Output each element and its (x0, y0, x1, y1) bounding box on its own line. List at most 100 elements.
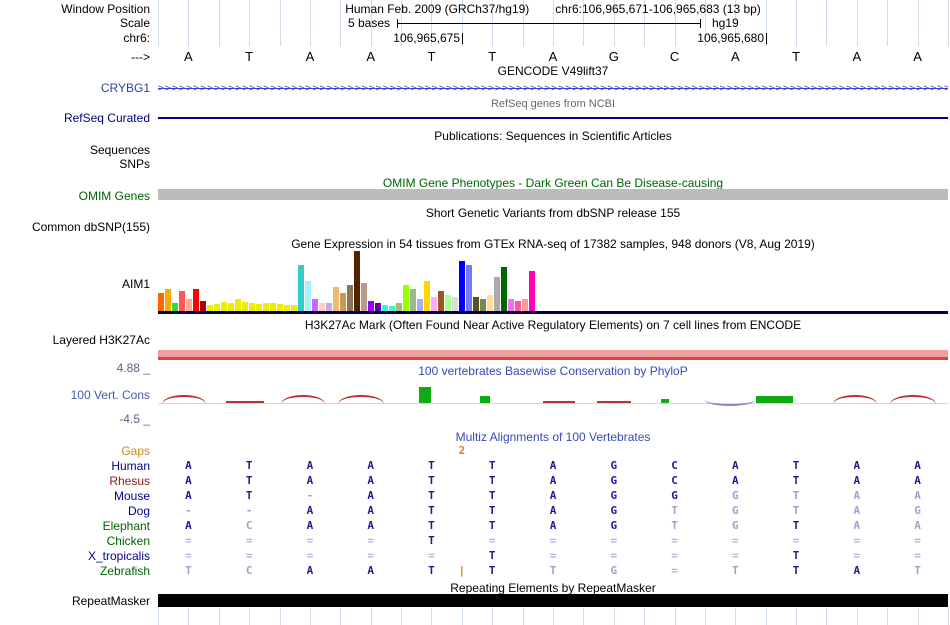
species-label-chicken[interactable]: Chicken (106, 534, 150, 548)
align-base: T (245, 459, 253, 472)
species-label-human[interactable]: Human (111, 459, 150, 473)
cons-green-bar (480, 396, 490, 403)
gtex-bar (501, 267, 507, 311)
track-label-gtex[interactable]: AIM1 (121, 277, 150, 291)
align-base: T (488, 504, 496, 517)
gtex-bar (193, 289, 199, 311)
track-title-h3k27ac[interactable]: H3K27Ac Mark (Often Found Near Active Re… (304, 318, 802, 332)
track-label-cons[interactable]: 100 Vert. Cons (70, 388, 150, 402)
gtex-bar (389, 306, 395, 311)
base-letter: A (730, 49, 740, 64)
align-base: T (185, 564, 192, 577)
track-title-omim[interactable]: OMIM Gene Phenotypes - Dark Green Can Be… (382, 176, 724, 190)
track-title-gencode[interactable]: GENCODE V49lift37 (497, 64, 609, 78)
track-title-dbsnp[interactable]: Short Genetic Variants from dbSNP releas… (425, 206, 681, 220)
track-label-omim[interactable]: OMIM Genes (78, 189, 150, 203)
align-base: T (428, 564, 435, 577)
grid-line (583, 608, 585, 625)
align-base: A (914, 489, 921, 502)
grid-line (796, 0, 798, 46)
align-base: T (488, 474, 496, 487)
grid-line (765, 608, 767, 625)
gtex-bar (487, 295, 493, 311)
track-title-cons[interactable]: 100 vertebrates Basewise Conservation by… (418, 364, 688, 378)
gtex-bar (221, 302, 227, 311)
gtex-bar (214, 304, 220, 311)
species-label-rhesus[interactable]: Rhesus (109, 474, 150, 488)
gap-count: 2 (458, 444, 466, 457)
base-letter: T (427, 49, 436, 64)
track-title-gtex[interactable]: Gene Expression in 54 tissues from GTEx … (291, 237, 815, 251)
track-label-crybg1[interactable]: CRYBG1 (100, 81, 150, 95)
align-base: = (367, 549, 374, 562)
align-base: T (428, 504, 435, 517)
gtex-baseline (158, 311, 948, 314)
species-label-dog[interactable]: Dog (127, 504, 150, 518)
track-label-refseq-curated[interactable]: RefSeq Curated (63, 111, 150, 125)
species-label-zebrafish[interactable]: Zebrafish (99, 564, 150, 578)
species-label-x_tropicalis[interactable]: X_tropicalis (87, 549, 150, 563)
base-letter: T (792, 49, 801, 64)
gtex-bar (375, 303, 381, 311)
align-base: A (367, 474, 374, 487)
track-label-snps[interactable]: SNPs (119, 157, 150, 171)
assembly-text: Human Feb. 2009 (GRCh37/hg19) (345, 2, 530, 16)
gtex-bar (326, 303, 332, 311)
position-header: Human Feb. 2009 (GRCh37/hg19) chr6:106,96… (158, 2, 948, 16)
gtex-bar (438, 291, 444, 311)
align-base: = (306, 534, 314, 547)
align-base: A (306, 504, 314, 517)
align-base: A (549, 474, 557, 487)
coord-left-tick (462, 33, 463, 44)
gtex-bar (305, 281, 311, 311)
track-label-gaps[interactable]: Gaps (121, 444, 150, 458)
align-base: A (731, 459, 739, 472)
align-base: - (185, 504, 192, 517)
gtex-bar (333, 287, 339, 311)
align-base: A (853, 489, 861, 502)
align-base: = (610, 549, 618, 562)
species-label-elephant[interactable]: Elephant (102, 519, 150, 533)
align-base: = (245, 549, 253, 562)
grid-line (188, 608, 190, 625)
species-label-mouse[interactable]: Mouse (113, 489, 150, 503)
grid-line (887, 0, 889, 46)
grid-line (765, 0, 767, 46)
cons-red-arc (833, 395, 877, 404)
align-base: T (792, 504, 800, 517)
track-label-sequences[interactable]: Sequences (89, 143, 150, 157)
track-label-dbsnp[interactable]: Common dbSNP(155) (31, 220, 150, 234)
grid-line (461, 608, 463, 625)
align-base: A (853, 519, 861, 532)
grid-line (279, 608, 281, 625)
grid-line (704, 608, 706, 625)
align-base: = (185, 534, 192, 547)
gtex-bar (242, 302, 248, 311)
grid-line (370, 0, 372, 46)
cons-blue-arc (705, 400, 755, 406)
gtex-bar (445, 295, 451, 311)
align-base: A (549, 459, 557, 472)
align-base: A (549, 504, 557, 517)
cons-green-bar (419, 387, 431, 403)
align-base: T (792, 489, 800, 502)
align-base: T (428, 519, 435, 532)
align-base: T (428, 459, 435, 472)
track-title-publications[interactable]: Publications: Sequences in Scientific Ar… (434, 129, 672, 143)
gtex-bar (515, 301, 521, 311)
align-base: = (853, 549, 861, 562)
track-label-h3k27ac[interactable]: Layered H3K27Ac (52, 333, 150, 347)
grid-line (522, 608, 524, 625)
grid-line (158, 0, 159, 46)
grid-line (218, 608, 220, 625)
align-base: = (914, 534, 921, 547)
align-base: A (853, 564, 861, 577)
refseq-gene-bar (158, 117, 948, 119)
h3k27ac-signal-pink (158, 350, 948, 357)
track-title-repeatmasker[interactable]: Repeating Elements by RepeatMasker (450, 581, 656, 595)
track-title-multiz[interactable]: Multiz Alignments of 100 Vertebrates (455, 430, 651, 444)
align-base: T (731, 564, 739, 577)
grid-line (158, 608, 159, 625)
track-label-repeatmasker[interactable]: RepeatMasker (71, 594, 150, 608)
